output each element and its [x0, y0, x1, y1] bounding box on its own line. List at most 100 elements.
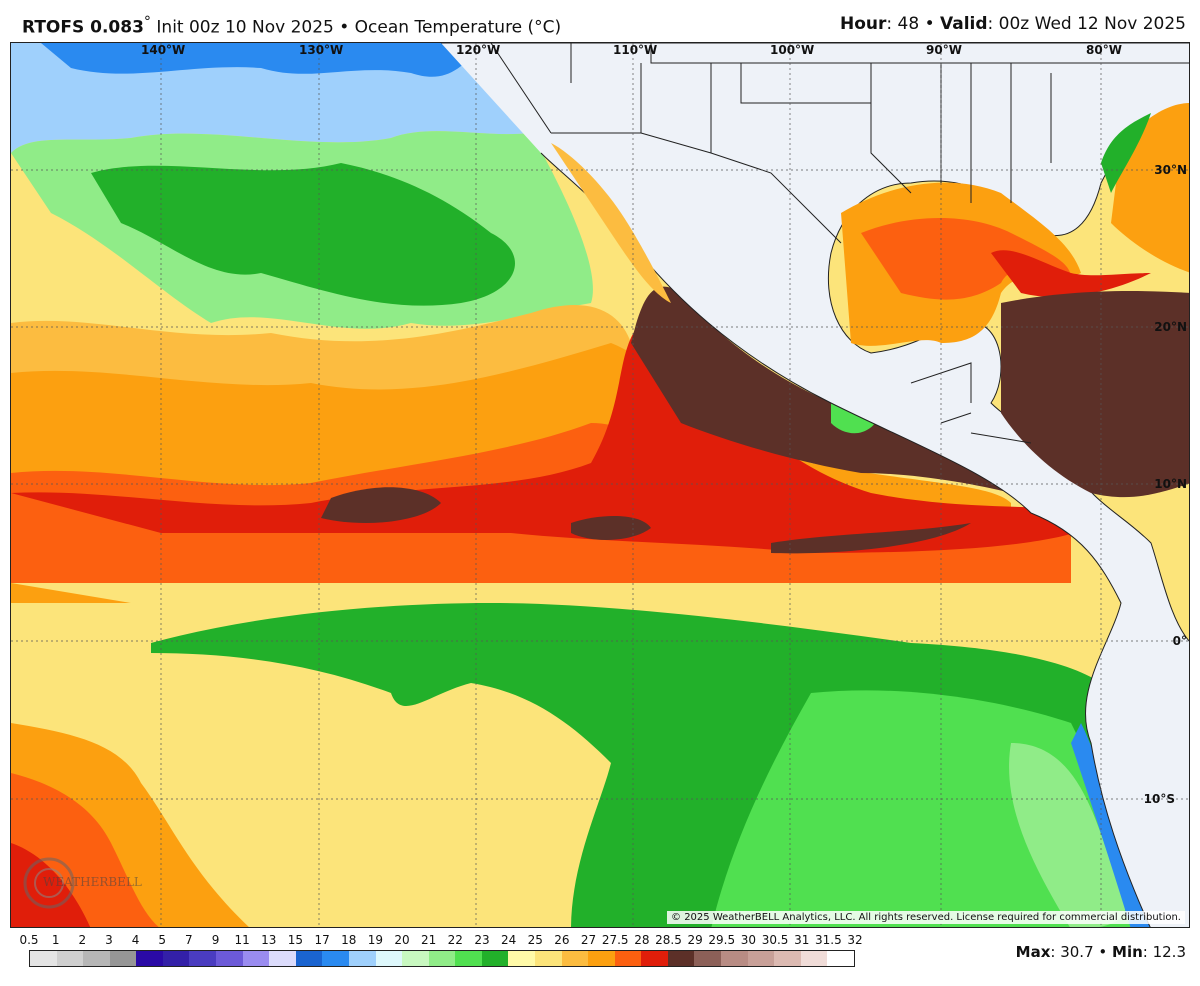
colorbar-label: 22	[447, 933, 463, 947]
colorbar-swatch	[216, 951, 243, 966]
colorbar-label: 32	[847, 933, 863, 947]
green-core-north	[91, 163, 515, 306]
lat-label: 20°N	[1154, 320, 1187, 334]
colorbar-label: 3	[105, 933, 113, 947]
colorbar-label: 29	[687, 933, 703, 947]
colorbar-swatch	[83, 951, 110, 966]
colorbar-label: 27.5	[601, 933, 629, 947]
hour-label: Hour	[840, 14, 887, 34]
colorbar-swatch	[455, 951, 482, 966]
colorbar-label: 0.5	[19, 933, 39, 947]
colorbar-swatch	[534, 951, 562, 966]
hot-spot	[321, 487, 441, 523]
colorbar-label: 4	[131, 933, 140, 947]
separator: •	[339, 17, 350, 38]
colorbar-label: 7	[185, 933, 193, 947]
colorbar-swatch	[56, 951, 84, 966]
colorbar-label: 24	[500, 933, 517, 947]
sst-map: 140°W 130°W 120°W 110°W 100°W 90°W 80°W …	[10, 42, 1190, 928]
colorbar-label: 30	[740, 933, 757, 947]
separator: •	[1093, 943, 1113, 961]
colorbar-swatch	[561, 951, 589, 966]
colorbar	[29, 950, 855, 967]
colorbar-swatch	[375, 951, 403, 966]
min-value: : 12.3	[1142, 943, 1186, 961]
lat-label: 30°N	[1154, 163, 1187, 177]
colorbar-swatch	[242, 951, 270, 966]
colorbar-swatch	[747, 951, 775, 966]
map-title: RTOFS 0.083° Init 00z 10 Nov 2025 • Ocea…	[22, 14, 561, 38]
product-name: Ocean Temperature (°C)	[354, 17, 562, 38]
min-label: Min	[1112, 943, 1143, 961]
colorbar-label: 19	[367, 933, 384, 947]
colorbar-label: 30.5	[761, 933, 789, 947]
caribbean-sea	[1001, 291, 1189, 498]
lon-label: 140°W	[141, 43, 186, 57]
lat-label: 10°S	[1143, 792, 1175, 806]
hour-value: : 48	[886, 14, 920, 34]
colorbar-swatch	[827, 951, 854, 966]
colorbar-swatch	[614, 951, 642, 966]
model-name: RTOFS 0.083	[22, 17, 144, 38]
colorbar-swatch	[428, 951, 456, 966]
colorbar-swatch	[162, 951, 190, 966]
colorbar-swatch	[774, 951, 801, 966]
lon-label: 80°W	[1086, 43, 1122, 57]
lon-label: 120°W	[456, 43, 501, 57]
colorbar-swatch	[588, 951, 615, 966]
graticule	[11, 43, 1189, 927]
colorbar-label: 17	[314, 933, 330, 947]
colorbar-label: 13	[261, 933, 277, 947]
colorbar-label: 29.5	[708, 933, 736, 947]
colorbar-label: 1	[51, 933, 60, 947]
colorbar-label: 28.5	[655, 933, 682, 947]
colorbar-swatch	[667, 951, 695, 966]
colorbar-label: 21	[421, 933, 437, 947]
colorbar-label: 23	[474, 933, 490, 947]
max-value: : 30.7	[1050, 943, 1094, 961]
atlantic-shelf	[1101, 113, 1151, 193]
colorbar-label: 25	[527, 933, 543, 947]
cool-south-coast	[1009, 743, 1126, 927]
lon-label: 90°W	[926, 43, 962, 57]
colorbar-labels: 0.5 1 2 3 4 5 7 9 11 13 15 17 18 19 20 21 22 23 24 25 26 27 27…	[0, 933, 900, 949]
init-time: Init 00z 10 Nov 2025	[156, 17, 334, 38]
colorbar-label: 11	[234, 933, 250, 947]
valid-time: Hour: 48 • Valid: 00z Wed 12 Nov 2025	[840, 14, 1186, 34]
copyright-notice: © 2025 WeatherBELL Analytics, LLC. All r…	[667, 911, 1185, 924]
hot-spot	[771, 523, 971, 554]
max-min-stats: Max: 30.7 • Min: 12.3	[1016, 943, 1186, 961]
colorbar-label: 28	[634, 933, 650, 947]
colorbar-swatch	[481, 951, 509, 966]
colorbar-swatch	[295, 951, 323, 966]
cold-water-north-deep	[41, 43, 481, 77]
colorbar-label: 27	[580, 933, 597, 947]
valid-value: : 00z Wed 12 Nov 2025	[987, 14, 1186, 34]
lat-label: 10°N	[1154, 477, 1187, 491]
colorbar-label: 20	[394, 933, 410, 947]
colorbar-swatch	[800, 951, 828, 966]
colorbar-swatch	[402, 951, 429, 966]
colorbar-label: 2	[78, 933, 87, 947]
valid-label: Valid	[940, 14, 988, 34]
gulf-of-california	[551, 143, 671, 303]
colorbar-label: 15	[287, 933, 304, 947]
degree-symbol: °	[143, 14, 151, 30]
hot-southwest-core	[11, 843, 91, 927]
colorbar-swatch	[721, 951, 748, 966]
colorbar-swatch	[641, 951, 668, 966]
colorbar-swatch	[348, 951, 376, 966]
colorbar-swatch	[322, 951, 349, 966]
colorbar-swatch	[136, 951, 163, 966]
colorbar-swatch	[30, 951, 57, 966]
lat-label: 0°	[1172, 634, 1187, 648]
lon-label: 110°W	[613, 43, 658, 57]
hot-core	[11, 313, 1111, 553]
colorbar-swatch	[109, 951, 137, 966]
max-label: Max	[1015, 943, 1051, 961]
colorbar-swatch	[694, 951, 722, 966]
colorbar-swatch	[269, 951, 296, 966]
gulf-loop-current	[861, 218, 1071, 300]
colorbar-label: 31	[794, 933, 810, 947]
colorbar-label: 9	[211, 933, 220, 947]
